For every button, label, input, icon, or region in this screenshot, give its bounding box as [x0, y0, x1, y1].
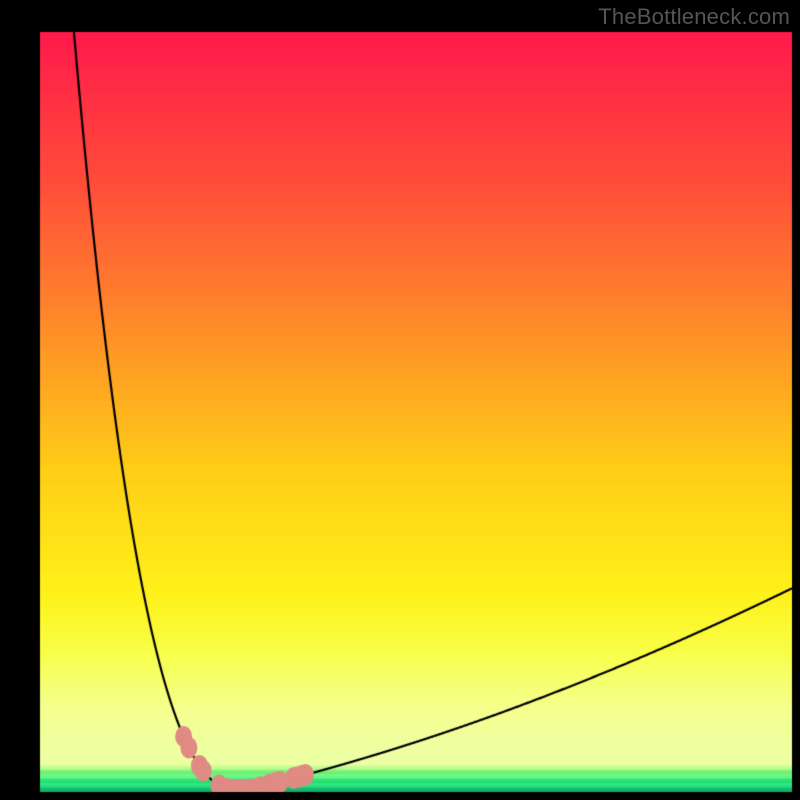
watermark-text: TheBottleneck.com: [598, 4, 790, 30]
chart-canvas: [0, 0, 800, 800]
stage: TheBottleneck.com: [0, 0, 800, 800]
